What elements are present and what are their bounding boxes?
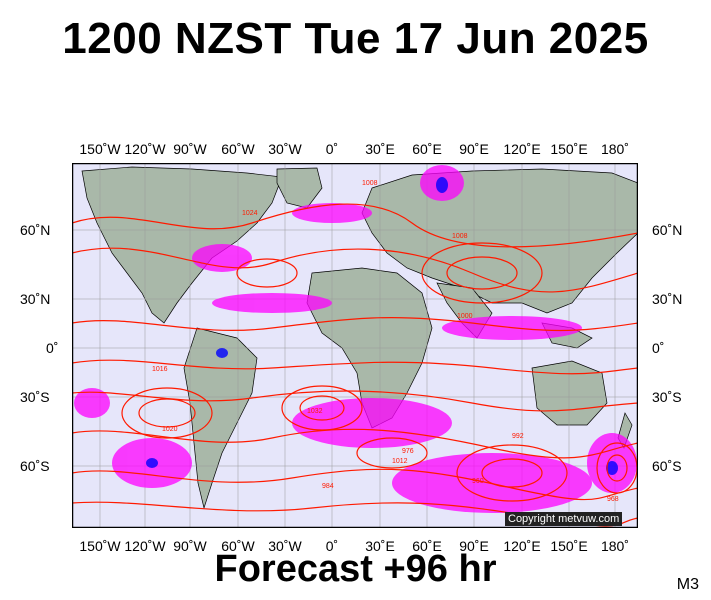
isobar <box>72 390 638 412</box>
lon-label: 60˚E <box>412 538 442 554</box>
lon-label: 30˚W <box>268 141 302 157</box>
copyright-notice: Copyright metvuw.com <box>505 512 623 526</box>
isobar-low <box>446 256 518 290</box>
lon-label: 0˚ <box>325 141 339 157</box>
isobar-low <box>356 437 428 469</box>
isobar-label: 1032 <box>307 408 323 415</box>
isobar-label: 1020 <box>162 426 178 433</box>
rain-area <box>192 244 252 272</box>
isobar <box>72 203 638 248</box>
lon-label: 90˚W <box>173 538 207 554</box>
lat-label: 30˚N <box>652 291 683 307</box>
lat-label: 0˚ <box>652 340 665 356</box>
rain-area <box>292 398 452 448</box>
lat-label: 60˚N <box>652 222 683 238</box>
lon-label: 60˚E <box>412 141 442 157</box>
isobar-high <box>299 395 345 421</box>
map-frame <box>72 163 638 528</box>
lat-label: 30˚N <box>20 291 51 307</box>
lon-label: 120˚W <box>124 141 166 157</box>
lon-label: 90˚E <box>459 538 489 554</box>
isobar-label: 968 <box>607 496 619 503</box>
weather-map: 1008 1024 1016 1000 1020 1032 1012 1008 … <box>72 163 638 528</box>
heavy-rain-area <box>436 177 448 193</box>
isobar-label: 1024 <box>242 210 258 217</box>
isobar-label: 1016 <box>152 366 168 373</box>
isobar-label: 1000 <box>457 313 473 320</box>
model-code: M3 <box>676 576 699 593</box>
isobar-label: 984 <box>322 483 334 490</box>
lon-label: 60˚W <box>221 141 255 157</box>
isobar-high <box>236 258 298 288</box>
lon-label: 180˚ <box>600 141 630 157</box>
isobar-label: 992 <box>512 433 524 440</box>
isobar <box>72 468 638 501</box>
lat-label: 30˚S <box>652 389 682 405</box>
isobar <box>72 359 638 375</box>
lon-label: 30˚E <box>365 141 395 157</box>
heavy-rain-area <box>606 461 618 475</box>
lon-label: 150˚E <box>550 141 588 157</box>
lon-label: 0˚ <box>325 538 339 554</box>
isobar <box>72 428 638 459</box>
heavy-rain-area <box>146 458 158 468</box>
lon-label: 120˚E <box>503 538 541 554</box>
isobar-label: 976 <box>402 448 414 455</box>
isobar-high <box>121 387 213 439</box>
isobar-high <box>281 385 363 431</box>
isobar-low <box>421 242 543 304</box>
map-title: 1200 NZST Tue 17 Jun 2025 <box>62 14 649 63</box>
lat-label: 60˚S <box>20 458 50 474</box>
forecast-label: Forecast +96 hr <box>214 548 497 590</box>
isobar-low <box>456 444 568 502</box>
lon-label: 60˚W <box>221 538 255 554</box>
lon-label: 90˚W <box>173 141 207 157</box>
lon-label: 180˚ <box>600 538 630 554</box>
isobar-label: 1012 <box>392 458 408 465</box>
lon-label: 90˚E <box>459 141 489 157</box>
isobar <box>72 247 638 293</box>
lon-label: 120˚E <box>503 141 541 157</box>
lon-label: 30˚W <box>268 538 302 554</box>
lon-label: 120˚W <box>124 538 166 554</box>
isobar-low <box>606 454 628 482</box>
heavy-rain-area <box>216 348 228 358</box>
lon-label: 30˚E <box>365 538 395 554</box>
landmass-north-america <box>81 166 283 324</box>
isobar-labels: 1008 1024 1016 1000 1020 1032 1012 1008 … <box>152 180 619 503</box>
isobar-label: 1008 <box>362 180 378 187</box>
isobar-high <box>138 398 196 428</box>
lat-label: 60˚S <box>652 458 682 474</box>
lat-label: 60˚N <box>20 222 51 238</box>
rain-area <box>212 293 332 313</box>
isobar-label: 960 <box>472 478 484 485</box>
lat-label: 30˚S <box>20 389 50 405</box>
isobar-label: 1008 <box>452 233 468 240</box>
isobar <box>72 316 638 332</box>
isobar-low <box>481 458 543 488</box>
lat-label: 0˚ <box>46 340 59 356</box>
lon-label: 150˚W <box>79 141 121 157</box>
lon-label: 150˚W <box>79 538 121 554</box>
rain-area <box>292 203 372 223</box>
heavy-precipitation-areas <box>146 177 618 475</box>
rain-area <box>74 388 110 418</box>
lon-label: 150˚E <box>550 538 588 554</box>
